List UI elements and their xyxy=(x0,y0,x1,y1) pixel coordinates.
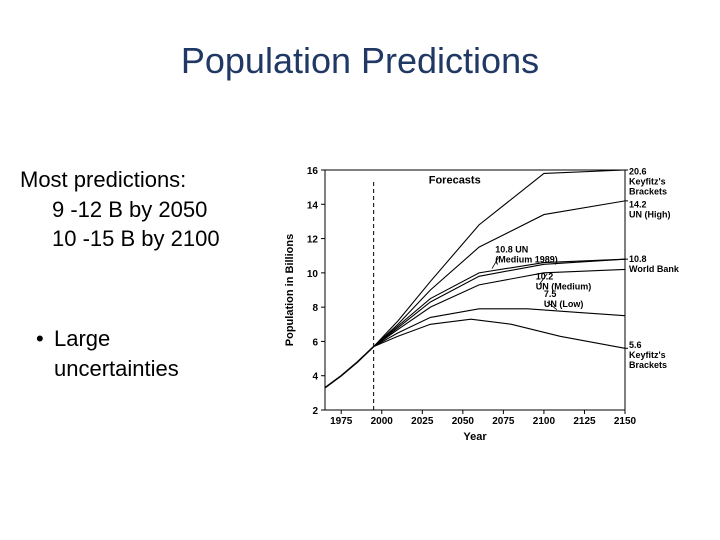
svg-text:2100: 2100 xyxy=(533,416,556,427)
series-keyfitz_low xyxy=(374,319,625,348)
svg-text:Keyfitz's: Keyfitz's xyxy=(629,177,666,187)
svg-text:4: 4 xyxy=(312,372,318,383)
svg-text:2000: 2000 xyxy=(371,416,394,427)
svg-text:2150: 2150 xyxy=(614,416,637,427)
svg-text:Brackets: Brackets xyxy=(629,360,667,370)
series-world_bank xyxy=(374,259,625,346)
svg-text:1975: 1975 xyxy=(330,416,353,427)
bullet-line-b: uncertainties xyxy=(54,354,179,384)
svg-text:5.6: 5.6 xyxy=(629,340,642,350)
svg-text:(Medium 1989): (Medium 1989) xyxy=(495,254,558,264)
forecast-chart: 2 4 6 8 10 12 14 16 1975 2000 2025 2050 2075 2100 2125… xyxy=(270,160,710,450)
svg-text:Keyfitz's: Keyfitz's xyxy=(629,350,666,360)
svg-text:20.6: 20.6 xyxy=(629,167,647,177)
svg-text:14.2: 14.2 xyxy=(629,199,647,209)
bullet-icon: • xyxy=(36,324,54,354)
svg-text:6: 6 xyxy=(312,337,318,348)
svg-text:Forecasts: Forecasts xyxy=(429,175,481,187)
svg-text:Year: Year xyxy=(463,431,487,443)
svg-text:2: 2 xyxy=(312,406,318,417)
svg-text:2075: 2075 xyxy=(492,416,515,427)
svg-text:10: 10 xyxy=(307,269,319,280)
bullet-line-a: Large xyxy=(54,324,179,354)
svg-text:2050: 2050 xyxy=(452,416,475,427)
svg-text:World Bank: World Bank xyxy=(629,264,680,274)
svg-text:7.5: 7.5 xyxy=(544,289,557,299)
slide-title: Population Predictions xyxy=(0,40,720,82)
svg-text:16: 16 xyxy=(307,166,319,177)
prediction-line-2: 10 -15 B by 2100 xyxy=(20,224,220,254)
prediction-line-1: 9 -12 B by 2050 xyxy=(20,195,220,225)
svg-text:Population in Billions: Population in Billions xyxy=(284,234,296,346)
svg-text:10.8 UN: 10.8 UN xyxy=(495,244,528,254)
series-un_high xyxy=(374,201,625,347)
svg-text:8: 8 xyxy=(312,303,318,314)
svg-text:10.8: 10.8 xyxy=(629,254,647,264)
svg-text:12: 12 xyxy=(307,235,319,246)
predictions-header: Most predictions: xyxy=(20,165,220,195)
svg-text:14: 14 xyxy=(307,200,319,211)
svg-text:UN (High): UN (High) xyxy=(629,209,671,219)
text-column: Most predictions: 9 -12 B by 2050 10 -15… xyxy=(20,165,220,383)
svg-text:2025: 2025 xyxy=(411,416,434,427)
svg-text:2125: 2125 xyxy=(573,416,596,427)
svg-text:Brackets: Brackets xyxy=(629,187,667,197)
